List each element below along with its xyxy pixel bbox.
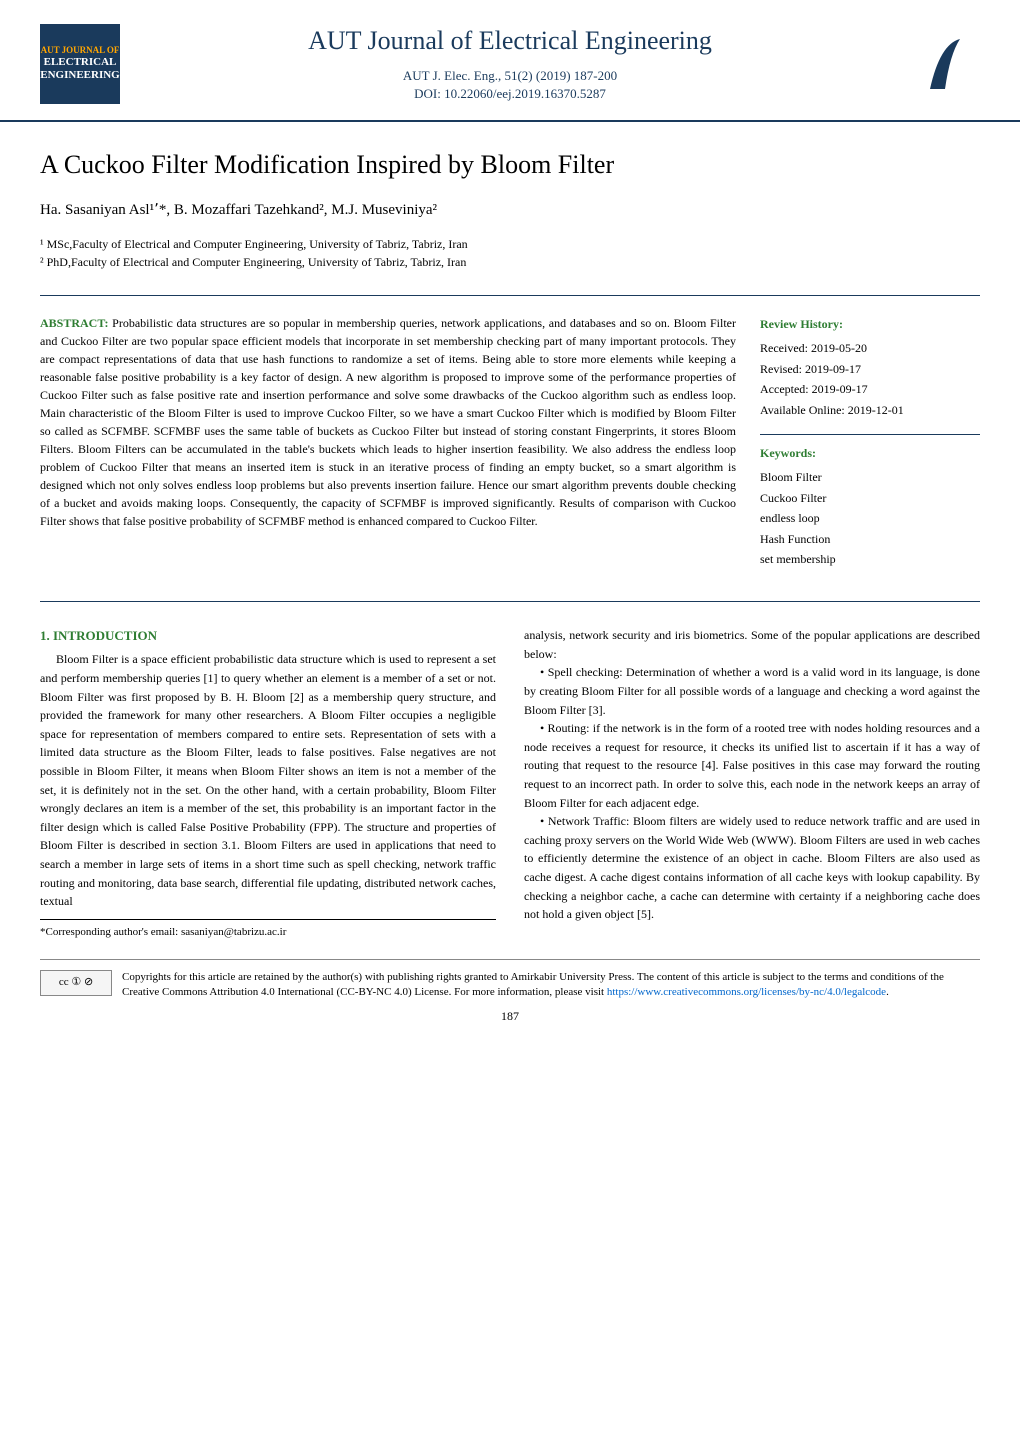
- affiliations: ¹ MSc,Faculty of Electrical and Computer…: [40, 235, 980, 271]
- abstract-body: Probabilistic data structures are so pop…: [40, 316, 736, 528]
- column-left: 1. INTRODUCTION Bloom Filter is a space …: [40, 626, 496, 941]
- col2-para1: analysis, network security and iris biom…: [524, 626, 980, 663]
- license-text-post: .: [886, 986, 889, 998]
- header-right-icon: [900, 24, 980, 104]
- journal-title: AUT Journal of Electrical Engineering: [140, 26, 880, 56]
- keyword-4: Hash Function: [760, 529, 980, 549]
- column-right: analysis, network security and iris biom…: [524, 626, 980, 941]
- section-heading: 1. INTRODUCTION: [40, 626, 496, 646]
- journal-citation: AUT J. Elec. Eng., 51(2) (2019) 187-200: [140, 68, 880, 84]
- abstract-block: ABSTRACT: Probabilistic data structures …: [40, 295, 980, 602]
- paper-title: A Cuckoo Filter Modification Inspired by…: [40, 150, 980, 180]
- review-history-heading: Review History:: [760, 314, 980, 334]
- authors: Ha. Sasaniyan Asl¹٬*, B. Mozaffari Tazeh…: [40, 200, 980, 219]
- license-link[interactable]: https://www.creativecommons.org/licenses…: [607, 986, 886, 998]
- header-center: AUT Journal of Electrical Engineering AU…: [120, 26, 900, 102]
- keyword-1: Bloom Filter: [760, 467, 980, 487]
- abstract-label: ABSTRACT:: [40, 316, 108, 330]
- license-text: Copyrights for this article are retained…: [122, 970, 980, 1001]
- abstract-text-block: ABSTRACT: Probabilistic data structures …: [40, 314, 736, 583]
- col1-para1: Bloom Filter is a space efficient probab…: [40, 650, 496, 910]
- available: Available Online: 2019-12-01: [760, 400, 980, 420]
- keywords-block: Keywords: Bloom Filter Cuckoo Filter end…: [760, 434, 980, 569]
- keywords-heading: Keywords:: [760, 443, 980, 463]
- logo-line3: ENGINEERING: [40, 69, 119, 82]
- affiliation-1: ¹ MSc,Faculty of Electrical and Computer…: [40, 235, 980, 253]
- swoosh-icon: [910, 34, 970, 94]
- page-number: 187: [40, 1009, 980, 1044]
- keyword-2: Cuckoo Filter: [760, 488, 980, 508]
- keyword-5: set membership: [760, 549, 980, 569]
- affiliation-2: ² PhD,Faculty of Electrical and Computer…: [40, 253, 980, 271]
- col2-bullet2: • Routing: if the network is in the form…: [524, 719, 980, 812]
- cc-badge-icon: cc ① ⊘: [40, 970, 112, 996]
- revised: Revised: 2019-09-17: [760, 359, 980, 379]
- received: Received: 2019-05-20: [760, 338, 980, 358]
- logo-line1: AUT JOURNAL OF: [41, 45, 120, 56]
- keyword-3: endless loop: [760, 508, 980, 528]
- col2-bullet3: • Network Traffic: Bloom filters are wid…: [524, 812, 980, 924]
- journal-doi: DOI: 10.22060/eej.2019.16370.5287: [140, 86, 880, 102]
- license-footer: cc ① ⊘ Copyrights for this article are r…: [40, 959, 980, 1001]
- journal-header: AUT JOURNAL OF ELECTRICAL ENGINEERING AU…: [0, 0, 1020, 122]
- main-content: A Cuckoo Filter Modification Inspired by…: [0, 122, 1020, 1064]
- logo-line2: ELECTRICAL: [44, 56, 117, 69]
- body-columns: 1. INTRODUCTION Bloom Filter is a space …: [40, 626, 980, 941]
- journal-logo: AUT JOURNAL OF ELECTRICAL ENGINEERING: [40, 24, 120, 104]
- sidebar: Review History: Received: 2019-05-20 Rev…: [760, 314, 980, 583]
- review-history-block: Review History: Received: 2019-05-20 Rev…: [760, 314, 980, 420]
- col2-bullet1: • Spell checking: Determination of wheth…: [524, 663, 980, 719]
- accepted: Accepted: 2019-09-17: [760, 379, 980, 399]
- corresponding-author: *Corresponding author's email: sasaniyan…: [40, 919, 496, 941]
